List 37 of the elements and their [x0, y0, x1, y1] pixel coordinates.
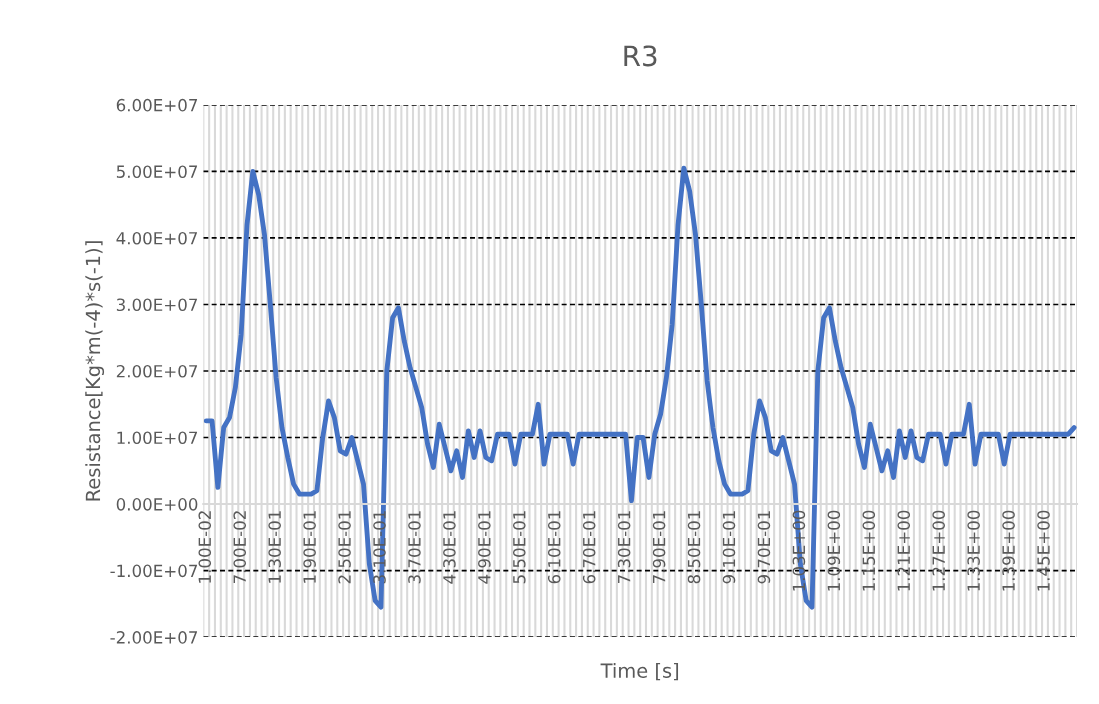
x-tick-label: 1.39E+00 — [1002, 510, 1015, 591]
x-tick-label: 8.50E-01 — [687, 511, 701, 584]
x-tick-label: 6.10E-01 — [547, 511, 561, 584]
x-tick-label: 1.09E+00 — [827, 510, 841, 591]
x-tick-label: 1.30E-01 — [268, 511, 281, 583]
chart-title: R3 — [624, 45, 657, 67]
y-tick-label: -2.00E+07 — [110, 631, 198, 644]
x-tick-label: 1.03E+00 — [792, 510, 806, 591]
y-tick-label: 2.00E+07 — [116, 364, 198, 378]
x-tick-label: 7.90E-01 — [652, 511, 666, 584]
x-tick-label: 1.00E-02 — [198, 511, 212, 583]
y-tick-label: -1.00E+07 — [110, 564, 198, 578]
x-tick-label: 1.45E+00 — [1037, 510, 1050, 591]
y-tick-label: 4.00E+07 — [116, 231, 198, 245]
x-tick-label: 2.50E-01 — [338, 511, 351, 584]
y-tick-label: 6.00E+07 — [116, 98, 198, 112]
x-tick-label: 1.90E-01 — [303, 511, 316, 583]
x-tick-label: 3.10E-01 — [373, 511, 386, 584]
y-tick-label: 0.00E+00 — [116, 498, 198, 511]
x-tick-label: 5.50E-01 — [512, 511, 526, 584]
x-tick-label: 9.10E-01 — [722, 511, 736, 584]
x-tick-label: 4.90E-01 — [478, 511, 491, 584]
x-tick-label: 4.30E-01 — [443, 511, 456, 584]
x-tick-label: 7.30E-01 — [617, 511, 631, 584]
x-tick-label: 9.70E-01 — [757, 511, 771, 584]
x-axis-title: Time [s] — [600, 662, 679, 681]
y-tick-label: 1.00E+07 — [117, 431, 198, 445]
x-tick-label: 1.27E+00 — [932, 510, 945, 591]
x-tick-label: 1.15E+00 — [862, 510, 876, 591]
x-tick-label: 6.70E-01 — [582, 511, 596, 584]
x-tick-label: 7.00E-02 — [233, 511, 247, 584]
y-axis-title: Resistance[Kg*m(-4)*s(-1)] — [85, 241, 105, 501]
y-tick-label: 5.00E+07 — [116, 165, 198, 178]
x-tick-label: 3.70E-01 — [408, 511, 421, 584]
x-tick-label: 1.21E+00 — [897, 510, 911, 591]
x-tick-label: 1.33E+00 — [967, 510, 980, 591]
y-tick-label: 3.00E+07 — [116, 298, 198, 312]
